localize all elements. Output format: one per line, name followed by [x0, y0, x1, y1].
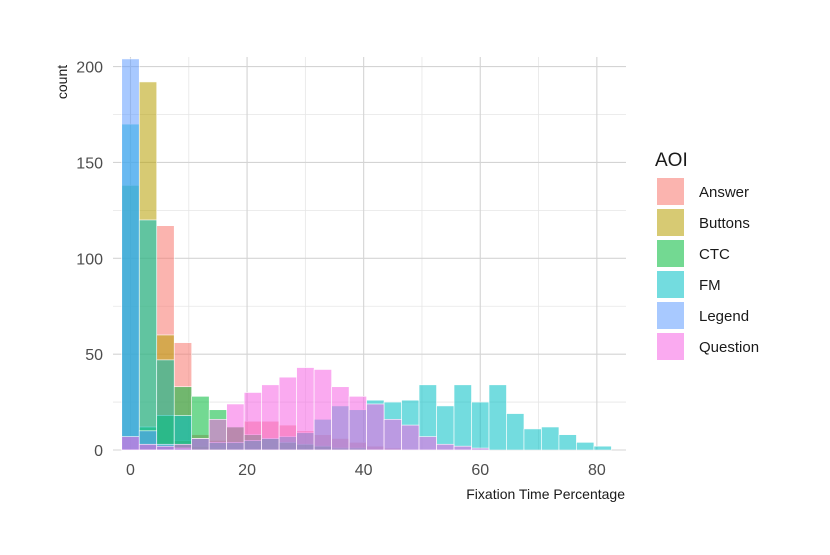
legend-swatch-ctc — [657, 240, 684, 267]
legend-label-buttons: Buttons — [699, 215, 750, 232]
x-tick-label: 60 — [471, 462, 489, 479]
bar-fm — [488, 384, 507, 451]
legend-title: AOI — [655, 150, 688, 171]
histogram-bars — [121, 58, 612, 451]
bar-question — [138, 443, 158, 451]
legend-swatch-legend — [657, 302, 684, 329]
bar-question — [383, 419, 402, 451]
bar-question — [401, 424, 420, 451]
x-axis-title: Fixation Time Percentage — [466, 486, 625, 502]
bar-fm — [506, 413, 525, 451]
bar-fm — [436, 405, 455, 451]
legend-swatch-answer — [657, 178, 684, 205]
y-tick-label: 200 — [76, 60, 103, 77]
bar-fm — [523, 428, 542, 451]
bar-question — [436, 443, 455, 451]
y-tick-label: 50 — [85, 347, 103, 364]
legend-swatch-fm — [657, 271, 684, 298]
bar-question — [208, 419, 227, 451]
y-tick-label: 0 — [94, 443, 103, 460]
bar-fm — [471, 401, 490, 451]
bar-question — [296, 367, 315, 451]
bar-fm — [156, 359, 175, 451]
x-tick-label: 20 — [238, 462, 256, 479]
legend-swatch-buttons — [657, 209, 684, 236]
legend-label-legend: Legend — [699, 308, 749, 325]
legend-label-fm: FM — [699, 277, 721, 294]
legend: AOI Answer Buttons CTC FM Legend Question — [655, 150, 759, 360]
bar-question — [191, 438, 210, 451]
bar-question — [471, 447, 490, 451]
bar-question — [226, 403, 245, 451]
bar-question — [156, 445, 175, 451]
bar-question — [453, 445, 472, 451]
bar-fm — [558, 434, 577, 451]
bar-question — [121, 436, 140, 451]
bar-fm — [541, 426, 560, 451]
series-question — [121, 367, 490, 451]
bar-question — [366, 403, 385, 451]
bar-fm — [138, 219, 158, 451]
bar-fm — [576, 442, 595, 451]
bar-question — [313, 369, 332, 451]
bar-legend — [121, 58, 140, 451]
legend-label-ctc: CTC — [699, 246, 730, 263]
y-axis-title: count — [54, 65, 70, 99]
bar-question — [278, 376, 297, 451]
x-tick-label: 0 — [126, 462, 135, 479]
bar-question — [243, 392, 262, 451]
bar-question — [261, 384, 280, 451]
bar-fm — [593, 445, 612, 451]
legend-swatch-question — [657, 333, 684, 360]
x-tick-label: 40 — [355, 462, 373, 479]
legend-label-answer: Answer — [699, 184, 749, 201]
bar-question — [348, 396, 367, 451]
bar-question — [331, 386, 350, 451]
x-tick-label: 80 — [588, 462, 606, 479]
y-tick-label: 100 — [76, 251, 103, 268]
bar-question — [173, 443, 192, 451]
bar-fm — [453, 384, 472, 451]
axis-ticks: 0 20 40 60 80 0 50 100 150 200 — [76, 60, 606, 479]
bar-question — [418, 436, 437, 451]
legend-label-question: Question — [699, 339, 759, 356]
y-tick-label: 150 — [76, 155, 103, 172]
